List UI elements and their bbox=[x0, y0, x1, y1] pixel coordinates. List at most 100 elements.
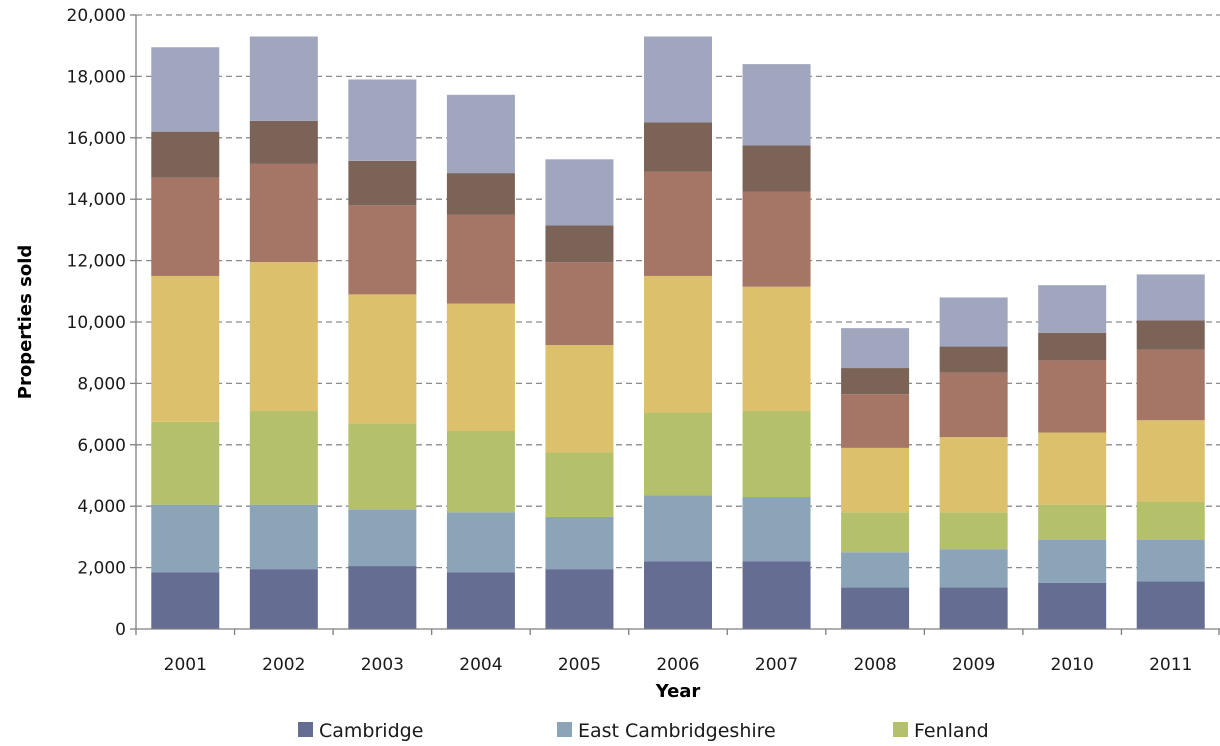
bar-segment bbox=[348, 205, 417, 295]
x-tick-label: 2007 bbox=[755, 655, 798, 675]
y-tick-label: 8,000 bbox=[77, 374, 126, 394]
x-tick-label: 2005 bbox=[558, 655, 601, 675]
bar-segment bbox=[446, 430, 515, 513]
y-axis-title: Properties sold bbox=[15, 245, 36, 400]
bar-segment bbox=[545, 516, 614, 570]
bar-segment bbox=[446, 94, 515, 174]
bar-segment bbox=[545, 345, 614, 453]
bars bbox=[151, 36, 1205, 629]
bar-segment bbox=[644, 122, 712, 172]
bar-segment bbox=[151, 504, 220, 573]
x-tick-label: 2002 bbox=[262, 655, 305, 675]
bar-segment bbox=[1136, 581, 1205, 629]
bar-segment bbox=[644, 561, 712, 629]
bar-segment bbox=[742, 191, 811, 287]
bar-segment bbox=[1038, 332, 1107, 361]
bar-segment bbox=[348, 160, 417, 206]
bar-segment bbox=[841, 394, 910, 448]
bar-segment bbox=[249, 120, 318, 164]
bar-segment bbox=[841, 328, 910, 369]
legend-swatch bbox=[298, 722, 313, 737]
bar-segment bbox=[644, 171, 712, 276]
bar-segment bbox=[939, 437, 1008, 513]
bar-segment bbox=[545, 262, 614, 346]
bar-segment bbox=[742, 561, 811, 629]
bar-segment bbox=[151, 131, 220, 178]
bar-segment bbox=[151, 275, 220, 422]
x-tick-label: 2011 bbox=[1149, 655, 1192, 675]
bar-segment bbox=[1136, 320, 1205, 350]
bar-segment bbox=[841, 587, 910, 629]
bar-segment bbox=[939, 297, 1008, 347]
bar-segment bbox=[545, 452, 614, 517]
bar-segment bbox=[446, 173, 515, 215]
bar-segment bbox=[644, 36, 712, 123]
axes bbox=[130, 14, 1220, 635]
x-tick-label: 2010 bbox=[1051, 655, 1094, 675]
bar-segment bbox=[939, 346, 1008, 373]
bar-segment bbox=[348, 509, 417, 567]
bar-segment bbox=[249, 569, 318, 629]
y-tick-label: 0 bbox=[115, 620, 126, 640]
bar-segment bbox=[939, 549, 1008, 588]
x-tick-label: 2004 bbox=[459, 655, 502, 675]
x-tick-label: 2009 bbox=[952, 655, 995, 675]
legend-label: Cambridge bbox=[319, 720, 423, 742]
bar-segment bbox=[1038, 432, 1107, 505]
y-tick-label: 6,000 bbox=[77, 436, 126, 456]
y-tick-label: 2,000 bbox=[77, 559, 126, 579]
bar-segment bbox=[841, 512, 910, 553]
y-tick-label: 10,000 bbox=[67, 313, 126, 333]
bar-segment bbox=[742, 286, 811, 412]
bar-segment bbox=[742, 64, 811, 146]
bar-segment bbox=[1136, 501, 1205, 540]
bar-segment bbox=[151, 572, 220, 629]
bar-segment bbox=[446, 214, 515, 304]
bar-segment bbox=[249, 262, 318, 412]
legend: Cambridge East Cambridgeshire Fenland bbox=[298, 720, 989, 742]
y-tick-labels: 0 2,000 4,000 6,000 8,000 10,000 12,000 14,000 1… bbox=[67, 6, 126, 640]
bar-segment bbox=[1136, 274, 1205, 321]
bar-segment bbox=[742, 411, 811, 497]
bar-segment bbox=[545, 569, 614, 629]
bar-segment bbox=[1136, 539, 1205, 582]
bar-segment bbox=[348, 294, 417, 424]
bar-segment bbox=[545, 225, 614, 263]
bar-segment bbox=[446, 572, 515, 629]
x-tick-label: 2006 bbox=[656, 655, 699, 675]
bar-segment bbox=[249, 411, 318, 505]
bar-segment bbox=[1136, 349, 1205, 421]
bar-segment bbox=[545, 159, 614, 226]
bar-segment bbox=[151, 421, 220, 505]
bar-segment bbox=[249, 163, 318, 263]
y-tick-label: 12,000 bbox=[67, 252, 126, 272]
bar-segment bbox=[841, 552, 910, 588]
bar-segment bbox=[841, 368, 910, 395]
bar-segment bbox=[348, 423, 417, 510]
legend-swatch bbox=[557, 722, 572, 737]
x-tick-labels: 2001 2002 2003 2004 2005 2006 2007 2008 2009 2010… bbox=[164, 655, 1193, 675]
legend-swatch bbox=[893, 722, 908, 737]
bar-segment bbox=[446, 512, 515, 573]
y-tick-label: 18,000 bbox=[67, 67, 126, 87]
bar-segment bbox=[1038, 504, 1107, 540]
bar-segment bbox=[348, 566, 417, 629]
bar-segment bbox=[1038, 539, 1107, 583]
y-tick-label: 16,000 bbox=[67, 129, 126, 149]
bar-segment bbox=[1136, 420, 1205, 502]
bar-segment bbox=[644, 412, 712, 496]
x-tick-label: 2008 bbox=[853, 655, 896, 675]
bar-segment bbox=[446, 303, 515, 431]
bar-segment bbox=[644, 495, 712, 562]
x-tick-label: 2003 bbox=[361, 655, 404, 675]
bar-segment bbox=[249, 504, 318, 570]
y-tick-label: 14,000 bbox=[67, 190, 126, 210]
bar-segment bbox=[249, 36, 318, 121]
bar-segment bbox=[939, 372, 1008, 438]
legend-label: East Cambridgeshire bbox=[578, 720, 776, 742]
bar-segment bbox=[1038, 582, 1107, 629]
bar-segment bbox=[1038, 285, 1107, 333]
bar-segment bbox=[644, 275, 712, 413]
